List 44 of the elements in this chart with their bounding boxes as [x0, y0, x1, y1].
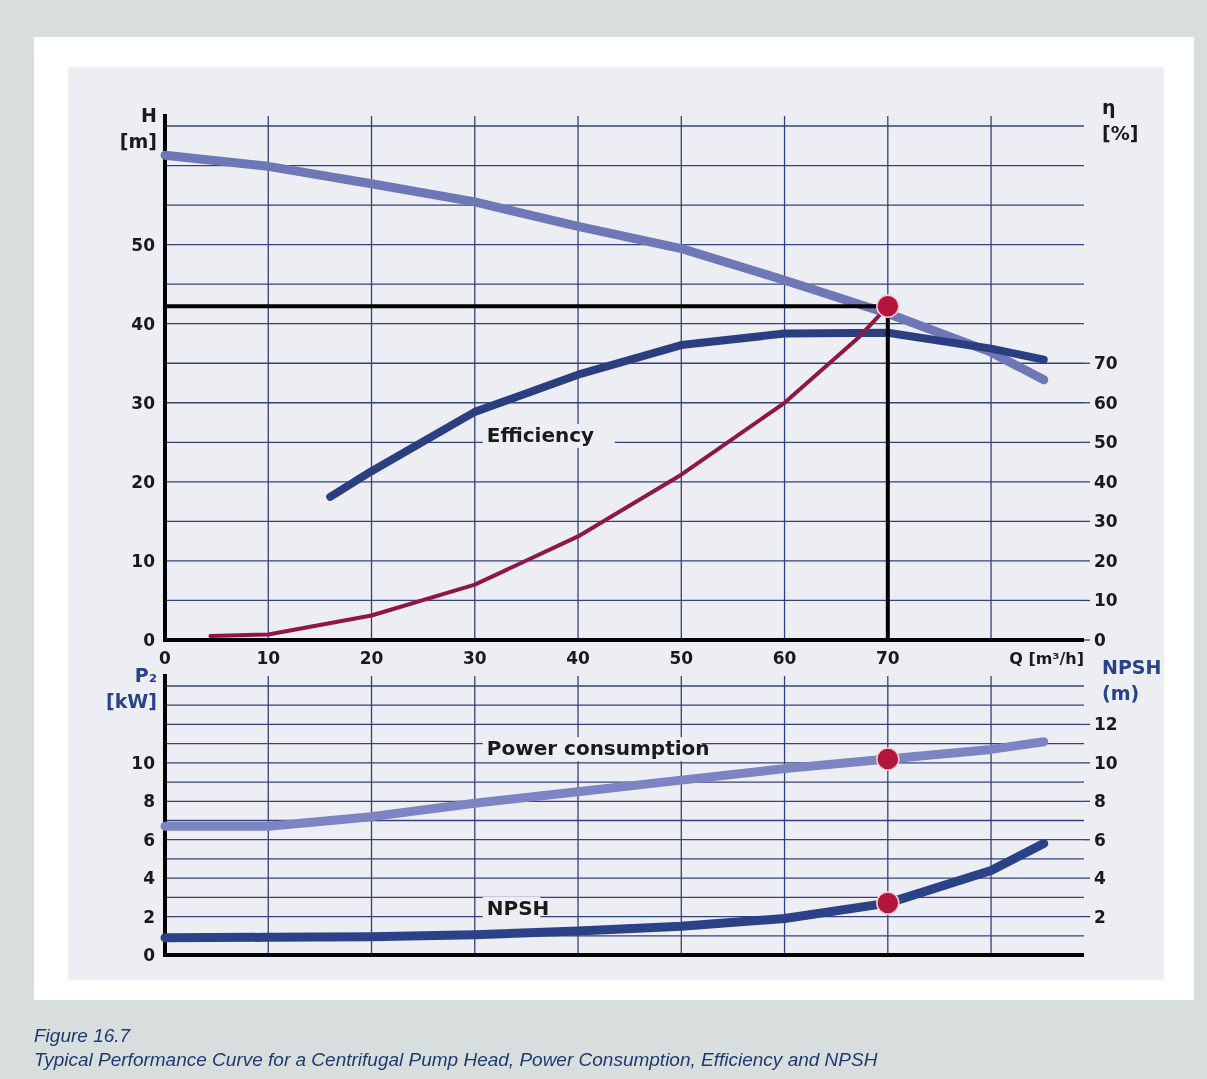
- x-tick-label: 70: [875, 648, 900, 668]
- y2-tick-label: 30: [1094, 511, 1118, 532]
- x-tick-label: 10: [256, 648, 281, 668]
- y-tick-label: 2: [143, 906, 155, 927]
- x-tick-label: 0: [159, 648, 172, 668]
- y-tick-label: 30: [131, 392, 156, 413]
- y2-tick-label: 10: [1094, 752, 1118, 773]
- y2-tick-label: 12: [1094, 714, 1118, 735]
- y-tick-label: 40: [131, 313, 156, 334]
- y-tick-label: 20: [131, 471, 156, 492]
- y2-tick-label: 60: [1094, 392, 1118, 413]
- y-tick-label: 10: [131, 752, 156, 773]
- y2-tick-label: 0: [1094, 630, 1106, 650]
- text: Typical Performance Curve for a Centrifugal Pump Head, Power Consumption, Efficiency and NPSH: [34, 1049, 878, 1070]
- y-tick-label: 6: [143, 829, 155, 850]
- series-label: NPSH: [486, 895, 550, 920]
- y2-tick-label: 10: [1094, 590, 1118, 611]
- y-tick-label: 8: [143, 791, 155, 812]
- y-axis-title: H [m]: [119, 104, 157, 152]
- x-tick-label: 60: [772, 648, 797, 668]
- y2-axis-title: η [%]: [1102, 96, 1139, 144]
- y2-axis-title: NPSH (m): [1102, 656, 1162, 704]
- series-label: Power consumption: [486, 736, 710, 761]
- y2-tick-label: 70: [1094, 353, 1118, 374]
- y-tick-label: 0: [143, 630, 156, 650]
- y-tick-label: 4: [143, 868, 156, 889]
- series-label: Efficiency: [486, 422, 595, 447]
- y2-tick-label: 20: [1094, 550, 1118, 571]
- x-axis-title: Q [m³/h]: [1009, 649, 1084, 668]
- y-tick-label: 10: [131, 550, 156, 571]
- y-tick-label: 0: [143, 945, 156, 965]
- y2-tick-label: 4: [1094, 868, 1106, 889]
- x-tick-label: 50: [669, 648, 694, 668]
- caption: Figure 16.7: [34, 1025, 132, 1046]
- x-tick-label: 40: [566, 648, 591, 668]
- x-tick-label: 20: [359, 648, 384, 668]
- y-axis-title: P₂ [kW]: [106, 664, 157, 712]
- y2-tick-label: 2: [1094, 906, 1106, 927]
- y2-tick-label: 8: [1094, 791, 1106, 812]
- x-tick-label: 30: [462, 648, 487, 668]
- y2-tick-label: 40: [1094, 471, 1118, 492]
- y-tick-label: 50: [131, 234, 156, 255]
- y2-tick-label: 6: [1094, 829, 1106, 850]
- y2-tick-label: 50: [1094, 432, 1118, 453]
